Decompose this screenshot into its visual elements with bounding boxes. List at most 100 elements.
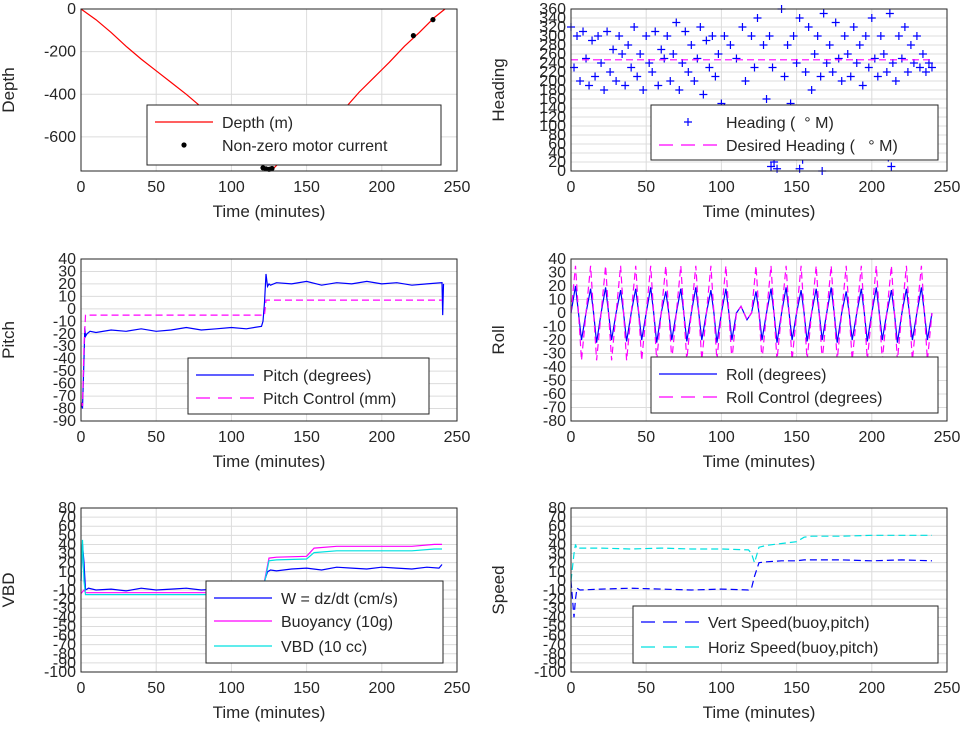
- data-point: [624, 41, 633, 49]
- legend-label: Depth (m): [222, 115, 293, 132]
- data-point: [807, 86, 816, 94]
- data-point: [855, 41, 864, 49]
- data-point: [654, 81, 663, 90]
- y-tick-label: -80: [53, 646, 76, 663]
- y-tick-label: 0: [557, 573, 566, 590]
- data-point: [879, 50, 888, 58]
- data-point: [750, 63, 759, 72]
- data-point: [714, 50, 723, 58]
- y-tick-label: -40: [53, 351, 76, 368]
- data-point: [894, 32, 903, 40]
- y-tick-label: 40: [548, 251, 566, 268]
- legend-label: VBD (10 cc): [281, 639, 367, 656]
- series-group: [570, 265, 933, 361]
- y-tick-label: -70: [543, 637, 566, 654]
- data-point: [783, 41, 792, 49]
- y-axis-label: VBD: [0, 573, 18, 608]
- x-tick-label: 150: [783, 179, 810, 196]
- data-point: [891, 77, 900, 85]
- x-tick-label: 250: [934, 429, 961, 446]
- data-point: [597, 59, 606, 67]
- y-tick-label: -80: [543, 646, 566, 663]
- legend-label: Desired Heading ( ° M): [726, 138, 898, 155]
- y-tick-label: -10: [53, 313, 76, 330]
- y-tick-label: 80: [548, 127, 566, 144]
- x-tick-label: 100: [708, 680, 735, 697]
- y-axis-label: Pitch: [0, 321, 18, 359]
- x-tick-label: 150: [293, 429, 320, 446]
- y-tick-label: 40: [548, 145, 566, 162]
- data-point: [603, 27, 612, 36]
- x-tick-label: 100: [218, 179, 245, 196]
- x-tick-label: 150: [783, 680, 810, 697]
- data-point: [606, 68, 615, 76]
- y-tick-label: 20: [548, 555, 566, 572]
- series-1-line: [80, 543, 442, 594]
- y-axis-label: Depth: [0, 67, 18, 112]
- legend-marker: [181, 142, 187, 148]
- x-tick-label: 250: [444, 680, 471, 697]
- x-tick-label: 0: [567, 429, 576, 446]
- data-point: [615, 32, 624, 40]
- y-tick-label: 80: [58, 500, 76, 517]
- y-tick-label: 30: [58, 263, 76, 280]
- y-tick-label: 0: [67, 573, 76, 590]
- y-tick-label: -50: [53, 618, 76, 635]
- legend-label: Heading ( ° M): [726, 115, 834, 132]
- x-tick-label: 200: [858, 429, 885, 446]
- y-tick-label: 0: [557, 163, 566, 180]
- series-group: [80, 273, 445, 409]
- data-point: [804, 23, 813, 31]
- y-tick-label: 300: [539, 28, 566, 45]
- data-point: [684, 68, 693, 76]
- y-tick-label: 40: [58, 536, 76, 553]
- data-point: [795, 14, 804, 22]
- y-tick-labels: 0 -200 -400 -600: [44, 1, 76, 146]
- data-point: [873, 72, 882, 81]
- y-tick-label: 100: [539, 118, 566, 135]
- x-tick-label: 50: [147, 179, 165, 196]
- series-1-line: [570, 534, 932, 581]
- legend: Pitch (degrees) Pitch Control (mm): [187, 357, 430, 415]
- y-tick-label: -10: [543, 319, 566, 336]
- y-tick-label: -50: [543, 373, 566, 390]
- data-point: [837, 77, 846, 85]
- x-tick-label: 0: [567, 179, 576, 196]
- y-tick-label: -60: [543, 386, 566, 403]
- data-point: [810, 50, 819, 58]
- y-tick-label: 40: [58, 251, 76, 268]
- y-tick-label: -20: [543, 591, 566, 608]
- x-tick-labels: 0 50 100 150 200 250: [567, 429, 961, 446]
- data-point: [840, 32, 849, 40]
- x-axis-label: Time (minutes): [703, 202, 816, 221]
- data-point: [768, 63, 777, 72]
- x-tick-label: 150: [293, 680, 320, 697]
- x-tick-label: 150: [293, 179, 320, 196]
- data-point: [813, 32, 822, 40]
- y-tick-label: -400: [44, 86, 76, 103]
- data-point: [765, 32, 774, 40]
- x-tick-label: 0: [77, 680, 86, 697]
- y-tick-label: -20: [53, 326, 76, 343]
- data-point: [720, 32, 729, 40]
- data-point: [269, 165, 275, 172]
- y-tick-label: 60: [58, 518, 76, 535]
- legend: Roll (degrees) Roll Control (degrees): [650, 356, 939, 414]
- y-tick-label: -100: [44, 664, 76, 681]
- y-tick-label: -30: [53, 600, 76, 617]
- data-point: [648, 68, 657, 76]
- data-point: [627, 63, 636, 72]
- data-point: [864, 63, 873, 72]
- y-tick-label: -10: [543, 582, 566, 599]
- data-point: [591, 72, 600, 81]
- data-point: [912, 32, 921, 40]
- data-point: [579, 27, 588, 36]
- x-tick-labels: 0 50 100 150 200 250: [567, 179, 961, 196]
- y-tick-label: -200: [44, 44, 76, 61]
- data-point: [903, 68, 912, 76]
- data-point: [843, 50, 852, 58]
- data-point: [651, 27, 660, 36]
- legend-box: [146, 104, 442, 166]
